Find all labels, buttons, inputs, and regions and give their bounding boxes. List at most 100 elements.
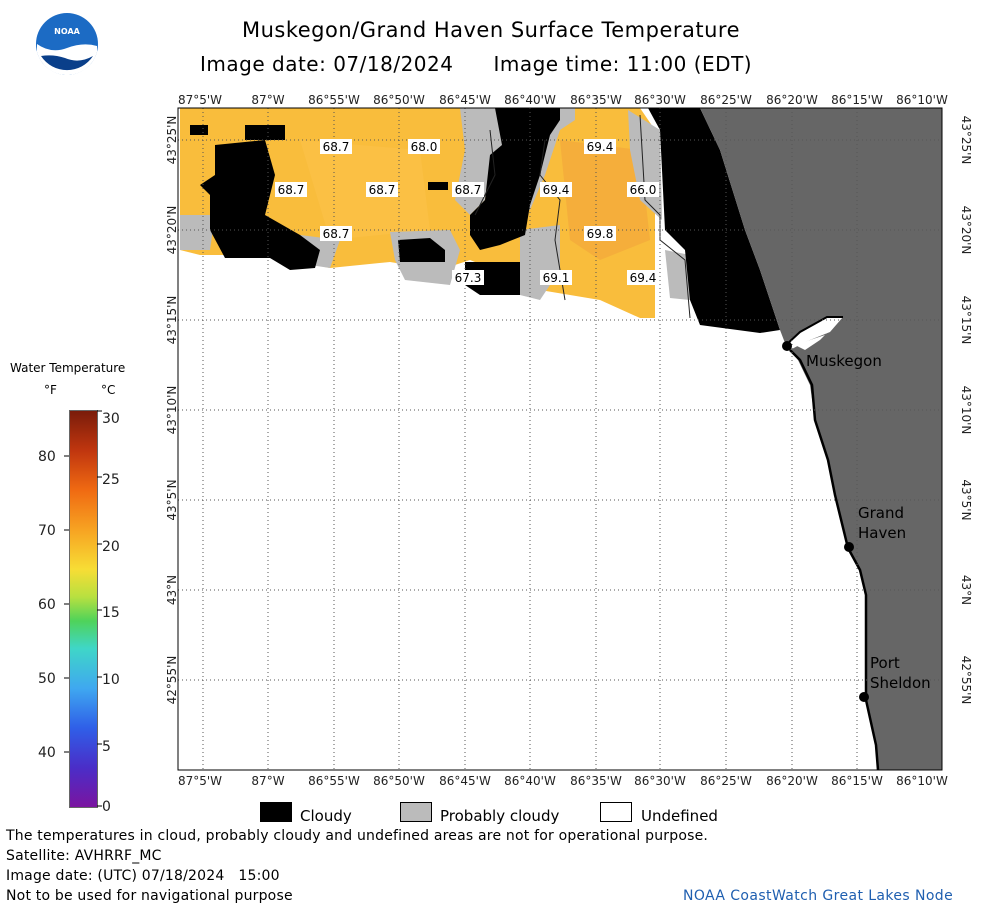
svg-text:60: 60 bbox=[38, 597, 56, 613]
svg-text:70: 70 bbox=[38, 523, 56, 539]
svg-text:69.1: 69.1 bbox=[543, 271, 570, 285]
city-markers: Muskegon Grand Haven Port Sheldon bbox=[782, 341, 931, 702]
svg-text:5: 5 bbox=[102, 739, 111, 755]
svg-text:43°5'N: 43°5'N bbox=[959, 479, 973, 520]
muskegon-marker bbox=[782, 341, 792, 351]
svg-text:86°20'W: 86°20'W bbox=[766, 93, 818, 107]
svg-text:86°10'W: 86°10'W bbox=[896, 93, 948, 107]
svg-text:43°10'N: 43°10'N bbox=[165, 386, 179, 435]
temperature-map: 87°5'W 87°W 86°55'W 86°50'W 86°45'W 86°40'W… bbox=[165, 93, 973, 788]
svg-text:50: 50 bbox=[38, 671, 56, 687]
svg-text:86°10'W: 86°10'W bbox=[896, 774, 948, 788]
footer-utc-date: Image date: (UTC) 07/18/2024 15:00 bbox=[6, 868, 280, 884]
noaa-logo: NOAA bbox=[36, 13, 98, 76]
svg-text:69.4: 69.4 bbox=[543, 183, 570, 197]
svg-text:86°45'W: 86°45'W bbox=[439, 774, 491, 788]
image-datetime: Image date: 07/18/2024 Image time: 11:00 … bbox=[200, 52, 792, 76]
svg-text:43°5'N: 43°5'N bbox=[165, 479, 179, 520]
svg-text:87°W: 87°W bbox=[251, 93, 284, 107]
graticule bbox=[178, 108, 942, 770]
svg-text:43°20'N: 43°20'N bbox=[165, 206, 179, 255]
svg-text:25: 25 bbox=[102, 472, 120, 488]
svg-text:68.7: 68.7 bbox=[369, 183, 396, 197]
svg-text:68.0: 68.0 bbox=[411, 140, 438, 154]
svg-text:42°55'N: 42°55'N bbox=[959, 656, 973, 705]
legend-title: Water Temperature bbox=[10, 361, 126, 375]
svg-text:43°N: 43°N bbox=[959, 575, 973, 605]
svg-text:43°15'N: 43°15'N bbox=[959, 296, 973, 345]
grand-haven-marker bbox=[844, 542, 854, 552]
footer-credit: NOAA CoastWatch Great Lakes Node bbox=[683, 888, 954, 904]
svg-text:68.7: 68.7 bbox=[323, 140, 350, 154]
svg-text:43°N: 43°N bbox=[165, 575, 179, 605]
svg-text:86°40'W: 86°40'W bbox=[504, 774, 556, 788]
svg-text:86°50'W: 86°50'W bbox=[373, 774, 425, 788]
svg-text:86°15'W: 86°15'W bbox=[831, 774, 883, 788]
svg-text:30: 30 bbox=[102, 411, 120, 427]
svg-text:80: 80 bbox=[38, 449, 56, 465]
key-cloudy-label: Cloudy bbox=[300, 807, 352, 825]
unit-celsius: °C bbox=[101, 383, 116, 397]
svg-text:0: 0 bbox=[102, 799, 111, 815]
footer-note: The temperatures in cloud, probably clou… bbox=[6, 828, 709, 844]
svg-text:86°25'W: 86°25'W bbox=[700, 774, 752, 788]
longitude-labels: 87°5'W 87°W 86°55'W 86°50'W 86°45'W 86°40'W… bbox=[178, 93, 948, 788]
svg-text:86°35'W: 86°35'W bbox=[570, 774, 622, 788]
page-title: Muskegon/Grand Haven Surface Temperature bbox=[241, 18, 741, 42]
svg-text:86°35'W: 86°35'W bbox=[570, 93, 622, 107]
footer-nav-warning: Not to be used for navigational purpose bbox=[6, 888, 293, 904]
svg-text:86°55'W: 86°55'W bbox=[308, 93, 360, 107]
image-time: Image time: 11:00 (EDT) bbox=[493, 52, 753, 76]
svg-text:69.4: 69.4 bbox=[630, 271, 657, 285]
svg-text:68.7: 68.7 bbox=[278, 183, 305, 197]
city-sheldon: Sheldon bbox=[870, 674, 931, 692]
unit-fahrenheit: °F bbox=[44, 383, 57, 397]
svg-text:43°25'N: 43°25'N bbox=[165, 116, 179, 165]
svg-text:69.8: 69.8 bbox=[587, 227, 614, 241]
image-date: Image date: 07/18/2024 bbox=[200, 52, 454, 76]
svg-text:87°W: 87°W bbox=[251, 774, 284, 788]
svg-text:86°50'W: 86°50'W bbox=[373, 93, 425, 107]
svg-text:43°25'N: 43°25'N bbox=[959, 116, 973, 165]
svg-text:66.0: 66.0 bbox=[630, 183, 657, 197]
key-probably-cloudy-swatch bbox=[400, 802, 432, 822]
svg-text:87°5'W: 87°5'W bbox=[178, 774, 222, 788]
land-area bbox=[700, 108, 942, 770]
svg-text:15: 15 bbox=[102, 605, 120, 621]
svg-text:67.3: 67.3 bbox=[455, 271, 482, 285]
footer-satellite: Satellite: AVHRRF_MC bbox=[6, 848, 162, 864]
color-scale-bar bbox=[69, 410, 98, 808]
svg-text:86°30'W: 86°30'W bbox=[634, 93, 686, 107]
svg-text:42°55'N: 42°55'N bbox=[165, 656, 179, 705]
port-sheldon-marker bbox=[859, 692, 869, 702]
legend-ticks: 80 70 60 50 40 30 25 20 15 10 5 0 bbox=[38, 410, 120, 815]
key-undefined-swatch bbox=[600, 802, 632, 822]
svg-text:68.7: 68.7 bbox=[455, 183, 482, 197]
svg-text:43°15'N: 43°15'N bbox=[165, 296, 179, 345]
svg-text:86°30'W: 86°30'W bbox=[634, 774, 686, 788]
svg-text:43°10'N: 43°10'N bbox=[959, 386, 973, 435]
cloudy-areas bbox=[190, 108, 780, 333]
city-grand: Grand bbox=[858, 504, 904, 522]
city-haven: Haven bbox=[858, 524, 906, 542]
svg-text:69.4: 69.4 bbox=[587, 140, 614, 154]
svg-text:68.7: 68.7 bbox=[323, 227, 350, 241]
city-port: Port bbox=[870, 654, 900, 672]
temperature-labels: 68.7 68.0 69.4 68.7 68.7 68.7 69.4 66.0 … bbox=[275, 139, 659, 285]
svg-text:86°15'W: 86°15'W bbox=[831, 93, 883, 107]
svg-text:86°55'W: 86°55'W bbox=[308, 774, 360, 788]
svg-text:87°5'W: 87°5'W bbox=[178, 93, 222, 107]
svg-text:10: 10 bbox=[102, 672, 120, 688]
svg-text:20: 20 bbox=[102, 539, 120, 555]
svg-text:NOAA: NOAA bbox=[54, 27, 80, 36]
key-cloudy-swatch bbox=[260, 802, 292, 822]
svg-text:43°20'N: 43°20'N bbox=[959, 206, 973, 255]
svg-text:86°40'W: 86°40'W bbox=[504, 93, 556, 107]
key-probably-cloudy-label: Probably cloudy bbox=[440, 807, 560, 825]
svg-text:86°45'W: 86°45'W bbox=[439, 93, 491, 107]
svg-text:40: 40 bbox=[38, 745, 56, 761]
city-muskegon: Muskegon bbox=[806, 352, 882, 370]
svg-text:86°25'W: 86°25'W bbox=[700, 93, 752, 107]
latitude-labels: 43°25'N 43°20'N 43°15'N 43°10'N 43°5'N 4… bbox=[165, 116, 973, 705]
svg-text:86°20'W: 86°20'W bbox=[766, 774, 818, 788]
